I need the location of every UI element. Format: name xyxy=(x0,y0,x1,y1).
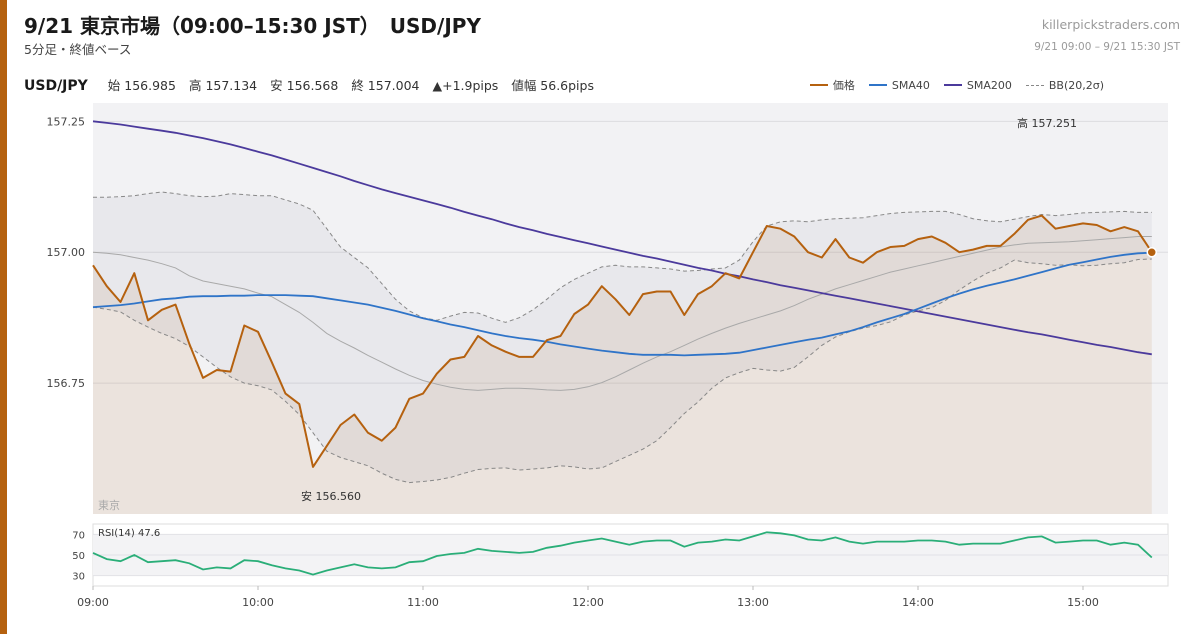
change-value: ▲+1.9pips xyxy=(432,78,499,93)
bb-middle-line xyxy=(92,236,1152,391)
low-value: 安 156.568 xyxy=(270,78,339,93)
price-area xyxy=(93,215,1152,514)
x-tick-label: 09:00 xyxy=(77,596,109,609)
rsi-tick-label: 70 xyxy=(72,530,85,541)
legend-label-bb: BB(20,2σ) xyxy=(1048,78,1104,92)
sma200-line xyxy=(92,120,1152,356)
legend-label-sma200: SMA200 xyxy=(966,78,1012,92)
bb-lower-line xyxy=(92,258,1152,484)
legend-swatch-bb xyxy=(1025,84,1044,86)
legend-item-bb[interactable]: BB(20,2σ) xyxy=(1025,78,1104,92)
low-annotation: 安 156.560 xyxy=(301,489,361,503)
price-line xyxy=(92,214,1153,468)
legend-swatch-sma200 xyxy=(943,84,962,86)
session-label: 東京 xyxy=(98,498,120,512)
range-value: 値幅 56.6pips xyxy=(511,78,594,93)
stats-bar: USD/JPY 始 156.985 高 157.134 安 156.568 終 … xyxy=(24,75,607,94)
high-value: 高 157.134 xyxy=(188,78,258,93)
page-subtitle: 5分足・終値ベース xyxy=(24,42,132,57)
x-tick-label: 15:00 xyxy=(1067,596,1099,609)
x-tick-label: 10:00 xyxy=(242,596,274,609)
y-tick-label: 156.75 xyxy=(47,377,86,390)
y-tick-label: 157.25 xyxy=(47,115,86,128)
pair-label: USD/JPY xyxy=(24,78,88,94)
last-price-marker xyxy=(1146,246,1157,258)
y-tick-label: 157.00 xyxy=(47,246,86,259)
rsi-plot-background xyxy=(92,523,1169,587)
page-title: 9/21 東京市場（09:00–15:30 JST） USD/JPY xyxy=(24,14,481,38)
close-value: 終 157.004 xyxy=(351,78,420,93)
chart-legend: 価格 SMA40 SMA200 BB(20,2σ) xyxy=(796,77,1104,93)
high-annotation: 高 157.251 xyxy=(1017,116,1077,130)
rsi-neutral-band xyxy=(93,534,1168,576)
rsi-tick-label: 30 xyxy=(72,572,85,583)
legend-swatch-sma40 xyxy=(868,84,887,86)
legend-item-price[interactable]: 価格 xyxy=(809,77,855,93)
bb-upper-line xyxy=(93,191,1152,323)
rsi-line xyxy=(92,531,1153,576)
rsi-tick-label: 50 xyxy=(72,551,85,562)
accent-bar xyxy=(0,0,7,634)
main-plot-background xyxy=(93,103,1168,514)
x-tick-label: 14:00 xyxy=(902,596,934,609)
x-tick-label: 11:00 xyxy=(407,596,439,609)
x-tick-label: 13:00 xyxy=(737,596,769,609)
bb-band-fill xyxy=(93,192,1152,483)
legend-label-sma40: SMA40 xyxy=(891,78,930,92)
open-value: 始 156.985 xyxy=(107,78,176,93)
rsi-label: RSI(14) 47.6 xyxy=(98,528,160,539)
x-tick-label: 12:00 xyxy=(572,596,604,609)
sma40-line xyxy=(92,251,1152,357)
legend-label-price: 価格 xyxy=(832,79,855,92)
legend-swatch-price xyxy=(809,84,828,86)
time-range: 9/21 09:00 – 9/21 15:30 JST xyxy=(1034,41,1180,53)
legend-item-sma40[interactable]: SMA40 xyxy=(868,78,930,92)
site-link[interactable]: killerpickstraders.com xyxy=(1041,17,1180,32)
legend-item-sma200[interactable]: SMA200 xyxy=(943,78,1012,92)
